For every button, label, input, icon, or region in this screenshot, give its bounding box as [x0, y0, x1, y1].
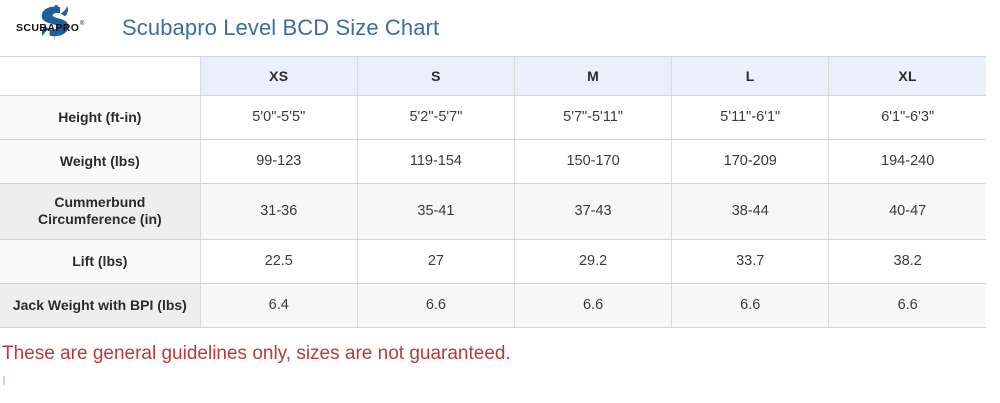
cell-weight-l: 170-209 [671, 139, 830, 184]
cell-jack-weight-xs: 6.4 [200, 283, 358, 328]
cell-jack-weight-m: 6.6 [514, 283, 673, 328]
logo-wordmark: SCUBAPRO [16, 22, 79, 34]
cell-lift-m: 29.2 [514, 239, 673, 284]
disclaimer-text: These are general guidelines only, sizes… [2, 342, 511, 364]
table-row-weight: Weight (lbs) 99-123 119-154 150-170 170-… [0, 139, 986, 184]
cell-jack-weight-xl: 6.6 [828, 283, 986, 328]
cell-weight-m: 150-170 [514, 139, 673, 184]
size-chart-container: XS S M L XL Height (ft-in) 5'0"-5'5" 5'2… [0, 56, 986, 328]
cell-cummerbund-xl: 40-47 [828, 183, 986, 240]
row-label-cummerbund: Cummerbund Circumference (in) [0, 183, 201, 240]
row-label-cummerbund-line1: Cummerbund [54, 194, 146, 210]
column-header-s: S [357, 57, 516, 96]
cell-weight-xs: 99-123 [200, 139, 358, 184]
cell-height-l: 5'11"-6'1" [671, 95, 830, 140]
column-header-xs: XS [200, 57, 358, 96]
header-corner-cell [0, 57, 201, 96]
cell-weight-s: 119-154 [357, 139, 516, 184]
table-row-lift: Lift (lbs) 22.5 27 29.2 33.7 38.2 [0, 239, 986, 284]
cell-height-s: 5'2"-5'7" [357, 95, 516, 140]
column-header-l: L [671, 57, 830, 96]
cell-height-xs: 5'0"-5'5" [200, 95, 358, 140]
cell-jack-weight-l: 6.6 [671, 283, 830, 328]
cell-lift-xl: 38.2 [828, 239, 986, 284]
header-row: XS S M L XL [0, 57, 986, 96]
footnote-tick-mark [3, 375, 5, 385]
page-title: Scubapro Level BCD Size Chart [122, 15, 440, 40]
table-header: XS S M L XL [0, 57, 986, 96]
cell-cummerbund-s: 35-41 [357, 183, 516, 240]
logo-registered-mark: ® [80, 20, 85, 27]
cell-lift-xs: 22.5 [200, 239, 358, 284]
column-header-xl: XL [828, 57, 986, 96]
row-label-cummerbund-line2: Circumference (in) [37, 211, 162, 227]
cell-cummerbund-l: 38-44 [671, 183, 830, 240]
cell-cummerbund-m: 37-43 [514, 183, 673, 240]
table-row-height: Height (ft-in) 5'0"-5'5" 5'2"-5'7" 5'7"-… [0, 95, 986, 140]
scubapro-logo: SCUBAPRO ® [14, 5, 90, 51]
size-chart-table: XS S M L XL Height (ft-in) 5'0"-5'5" 5'2… [0, 57, 986, 328]
cell-height-m: 5'7"-5'11" [514, 95, 673, 140]
page-header: SCUBAPRO ® Scubapro Level BCD Size Chart [0, 0, 1000, 56]
table-body: Height (ft-in) 5'0"-5'5" 5'2"-5'7" 5'7"-… [0, 95, 986, 328]
table-row-cummerbund: Cummerbund Circumference (in) 31-36 35-4… [0, 183, 986, 240]
row-label-weight: Weight (lbs) [0, 139, 201, 184]
table-row-jack-weight: Jack Weight with BPI (lbs) 6.4 6.6 6.6 6… [0, 283, 986, 328]
cell-lift-s: 27 [357, 239, 516, 284]
cell-lift-l: 33.7 [671, 239, 830, 284]
cell-weight-xl: 194-240 [828, 139, 986, 184]
logo-s-mark [41, 5, 69, 48]
column-header-m: M [514, 57, 673, 96]
cell-jack-weight-s: 6.6 [357, 283, 516, 328]
row-label-jack-weight: Jack Weight with BPI (lbs) [0, 283, 201, 328]
row-label-lift: Lift (lbs) [0, 239, 201, 284]
row-label-height: Height (ft-in) [0, 95, 201, 140]
cell-cummerbund-xs: 31-36 [200, 183, 358, 240]
cell-height-xl: 6'1"-6'3" [828, 95, 986, 140]
